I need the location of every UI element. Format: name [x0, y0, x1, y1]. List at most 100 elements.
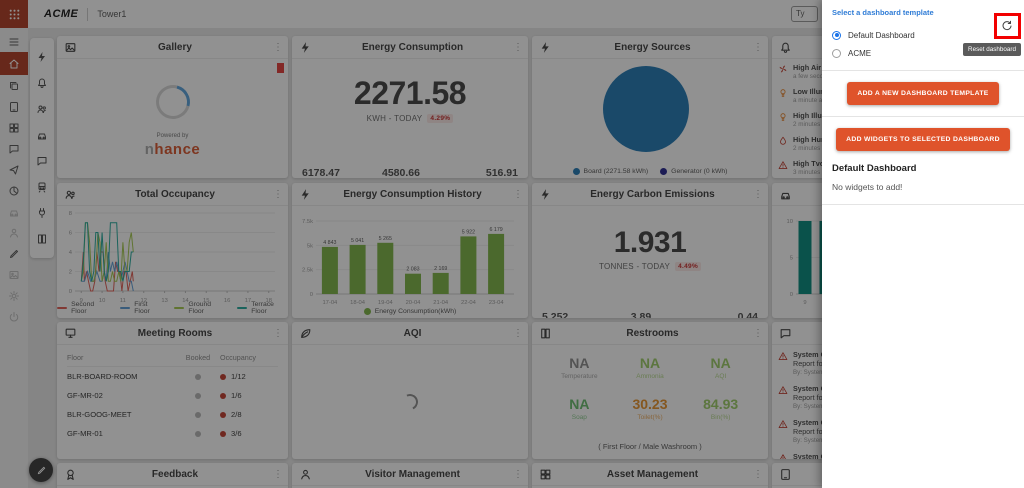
radio-unselected-icon[interactable]: [832, 48, 841, 58]
card-asset-management: Asset Management ⋮: [532, 463, 768, 488]
sidebar-item-settings[interactable]: [0, 285, 28, 306]
palette-item-energy[interactable]: [30, 44, 54, 70]
card-meeting-rooms: Meeting Rooms ⋮ Floor Booked Occupancy BLR-…: [57, 322, 288, 459]
notification-item[interactable]: High Humi 2 minutes ago: [772, 131, 1008, 155]
card-restrooms: Restrooms ⋮ NA Temperature NA Ammonia NA AQI N…: [532, 322, 768, 459]
kebab-menu-icon[interactable]: ⋮: [753, 41, 763, 53]
sidebar-item-gallery[interactable]: [0, 264, 28, 285]
table-row[interactable]: BLR-GOOG-MEET 2/8: [67, 405, 278, 424]
notification-item[interactable]: High Illumi 2 minutes ago: [772, 107, 1008, 131]
legend-item[interactable]: Terrace Floor: [237, 301, 288, 315]
add-template-button[interactable]: ADD A NEW DASHBOARD TEMPLATE: [847, 82, 999, 105]
legend-item[interactable]: Second Floor: [57, 301, 108, 315]
svg-text:22-04: 22-04: [461, 300, 477, 306]
sidebar-item-messages[interactable]: [0, 138, 28, 159]
svg-text:18: 18: [266, 298, 272, 304]
occupancy-ratio: 3/6: [231, 429, 242, 438]
metric-value: 30.23: [632, 396, 668, 412]
kebab-menu-icon[interactable]: ⋮: [513, 327, 523, 339]
svg-text:5k: 5k: [307, 243, 313, 249]
notification-title: High Humi: [793, 135, 830, 144]
kebab-menu-icon[interactable]: ⋮: [273, 468, 283, 480]
template-option-1[interactable]: ACME: [832, 44, 1014, 62]
svg-text:2 169: 2 169: [434, 266, 447, 272]
sidebar-item-apps[interactable]: [0, 117, 28, 138]
booked-cell: [176, 392, 220, 399]
sidebar-item-visitors[interactable]: [0, 222, 28, 243]
search-input[interactable]: Ty: [791, 6, 818, 22]
legend-item[interactable]: Ground Floor: [174, 301, 225, 315]
table-row[interactable]: GF-MR-01 3/6: [67, 424, 278, 443]
card-energy-sources: Energy Sources ⋮ Board (2271.58 kWh) Gene…: [532, 36, 768, 178]
card-visitor-management: Visitor Management ⋮: [292, 463, 528, 488]
notification-time: a minute ago |: [793, 97, 833, 104]
red-highlight-box: [994, 13, 1021, 39]
notification-item[interactable]: High Tvoc (3 minutes ago: [772, 155, 1008, 178]
legend-label: Terrace Floor: [251, 301, 274, 315]
panel-title: Select a dashboard template: [832, 8, 934, 17]
sidebar-item-analytics[interactable]: [0, 180, 28, 201]
sidebar-item-menu[interactable]: [0, 31, 28, 52]
card-title: Restrooms: [626, 327, 679, 339]
kebab-menu-icon[interactable]: ⋮: [513, 188, 523, 200]
sidebar-item-feedback[interactable]: [0, 243, 28, 264]
kebab-menu-icon[interactable]: ⋮: [273, 41, 283, 53]
legend-item[interactable]: First Floor: [120, 301, 162, 315]
palette-item-parking[interactable]: [30, 122, 54, 148]
palette-item-alerts[interactable]: [30, 70, 54, 96]
sidebar-item-pages[interactable]: [0, 75, 28, 96]
palette-item-occupancy[interactable]: [30, 96, 54, 122]
plug-icon: [36, 207, 48, 219]
kebab-menu-icon[interactable]: ⋮: [753, 468, 763, 480]
palette-item-power[interactable]: [30, 200, 54, 226]
stat-item: 516.91LAST MONTH AVG: [460, 167, 518, 178]
kebab-menu-icon[interactable]: ⋮: [273, 327, 283, 339]
svg-text:10: 10: [99, 298, 105, 304]
legend-item[interactable]: Board (2271.58 kWh): [572, 168, 648, 175]
legend-item[interactable]: Generator (0 kWh): [660, 168, 727, 175]
svg-text:20-04: 20-04: [406, 300, 422, 306]
reset-dashboard-button[interactable]: [998, 17, 1016, 35]
card-header: Feedback ⋮: [57, 463, 288, 486]
apps-grid-button[interactable]: [0, 0, 28, 28]
legend-item[interactable]: Energy Consumption(kWh): [363, 308, 457, 315]
booked-cell: [176, 411, 220, 418]
palette-item-messages[interactable]: [30, 148, 54, 174]
nhance-logo: nhance: [57, 141, 288, 158]
sidebar-item-home[interactable]: [0, 52, 28, 75]
edit-fab-button[interactable]: [29, 458, 53, 482]
add-widgets-button[interactable]: ADD WIDGETS TO SELECTED DASHBOARD: [836, 128, 1010, 151]
template-option-0[interactable]: Default Dashboard: [832, 26, 1014, 44]
kebab-menu-icon[interactable]: ⋮: [753, 188, 763, 200]
kebab-menu-icon[interactable]: ⋮: [753, 327, 763, 339]
kebab-menu-icon[interactable]: ⋮: [273, 188, 283, 200]
table-row[interactable]: GF-MR-02 1/6: [67, 386, 278, 405]
kebab-menu-icon[interactable]: ⋮: [513, 468, 523, 480]
card-energy-consumption: Energy Consumption ⋮ 2271.58 KWH - TODAY…: [292, 36, 528, 178]
kebab-menu-icon[interactable]: ⋮: [513, 41, 523, 53]
card-body: Board (2271.58 kWh) Generator (0 kWh): [532, 59, 768, 178]
sidebar-item-transport[interactable]: [0, 201, 28, 222]
table-row[interactable]: BLR-BOARD-ROOM 1/12: [67, 367, 278, 386]
palette-item-transport[interactable]: [30, 174, 54, 200]
notification-item[interactable]: High Air Pr a few seconds: [772, 59, 1008, 83]
legend-dot: [572, 168, 580, 175]
card-body: 0 2 4 6 8 9 10 11 12 13 14 15 16 17 18 Second Floor Fir…: [57, 206, 288, 318]
notifications-list: High Air Pr a few seconds Low Illumin a min…: [772, 59, 1008, 178]
radio-selected-icon[interactable]: [832, 30, 841, 40]
sidebar-item-kiosk[interactable]: [0, 96, 28, 117]
card-header: Gallery ⋮: [57, 36, 288, 59]
legend-label: Energy Consumption(kWh): [374, 308, 457, 315]
palette-item-restrooms[interactable]: [30, 226, 54, 252]
svg-text:5 265: 5 265: [379, 236, 392, 242]
sidebar-item-power[interactable]: [0, 306, 28, 327]
carbon-unit-label: TONNES - TODAY: [598, 262, 671, 271]
occupancy-dot: [220, 430, 226, 437]
notification-item[interactable]: Low Illumin a minute ago |: [772, 83, 1008, 107]
sidebar-item-share[interactable]: [0, 159, 28, 180]
log-line-1: System Ge: [793, 418, 831, 427]
